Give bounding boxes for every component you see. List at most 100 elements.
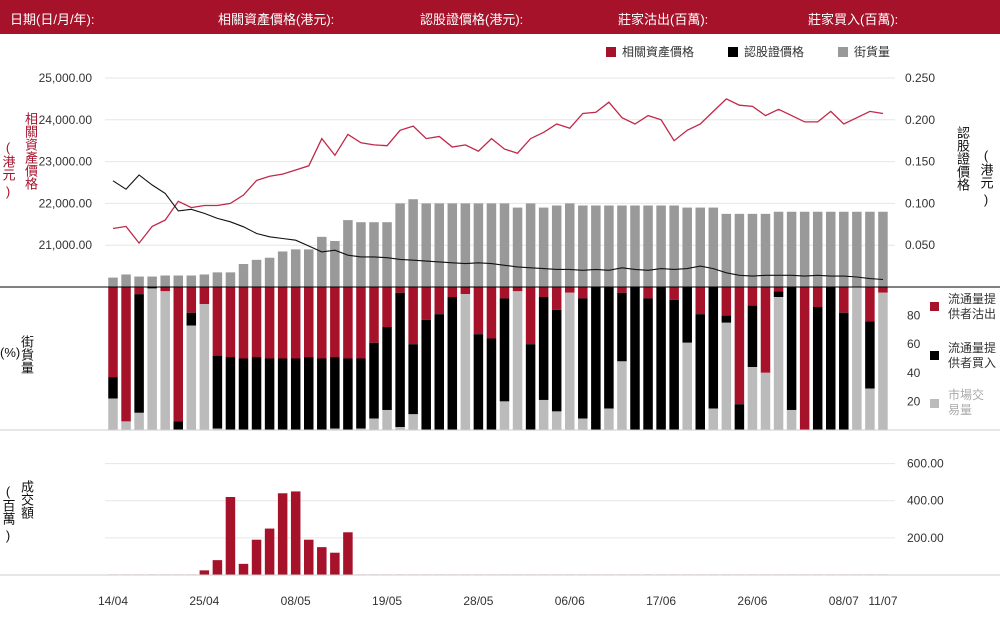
outstanding-bar: [343, 220, 353, 287]
market-volume-bar: [134, 412, 144, 430]
lp-buy-label: 莊家買入(百萬):: [808, 12, 899, 27]
x-tick-label: 17/06: [646, 594, 676, 608]
outstanding-bar: [356, 222, 366, 287]
outstanding-bar: [839, 211, 849, 287]
market-volume-bar: [147, 288, 157, 430]
legend-outstanding[interactable]: 街貨量: [838, 43, 890, 60]
left-top-unit: (港元): [0, 140, 16, 199]
outstanding-bar: [551, 205, 562, 287]
warrant-tick-label: 0.100: [905, 196, 935, 210]
warrant-price-label: 認股證價格(港元):: [420, 12, 524, 27]
outstanding-bar: [134, 276, 144, 287]
outstanding-bar: [304, 249, 314, 287]
lp-sell-bar: [669, 287, 679, 300]
right-top-unit: (港元): [978, 148, 994, 207]
outstanding-bar: [826, 211, 836, 287]
outstanding-bar: [747, 213, 758, 287]
legend-asset[interactable]: 相關資產價格: [606, 43, 694, 60]
lp-sell-bar: [643, 287, 653, 299]
lp-sell-bar: [199, 287, 210, 305]
asset-tick-label: 24,000.00: [39, 113, 93, 127]
warrant-tick-label: 0.250: [905, 71, 935, 85]
outstanding-bar: [330, 241, 340, 287]
outstanding-bar: [669, 205, 679, 287]
outstanding-bar: [238, 264, 249, 287]
right-top-axis-title: 認股證價格: [955, 126, 970, 191]
outstanding-bar: [565, 203, 575, 287]
volume-tick-label: 80: [907, 309, 921, 323]
lp-buy-bar: [147, 287, 157, 289]
lp-sell-bar: [747, 287, 758, 306]
lp-sell-bar: [238, 287, 249, 359]
price-panel: [108, 98, 888, 287]
market-volume-bar: [747, 367, 758, 430]
lp-buy-bar: [486, 338, 497, 430]
market-volume-bar: [356, 428, 366, 430]
lp-sell-bar: [434, 287, 444, 315]
warrant-tick-label: 0.200: [905, 113, 935, 127]
lp-sell-bar: [473, 287, 484, 335]
outstanding-bar: [147, 276, 157, 287]
lp-buy-bar: [277, 358, 288, 430]
market-volume-bar: [212, 428, 223, 430]
axes: 21,000.00 22,000.00 23,000.00 24,000.00 25,0…: [0, 71, 1000, 608]
outstanding-bar: [525, 203, 536, 287]
lp-sell-bar: [499, 287, 510, 299]
lp-buy-bar: [499, 298, 510, 402]
turnover-bar: [317, 547, 327, 575]
asset-tick-label: 22,000.00: [39, 196, 93, 210]
lp-buy-bar: [786, 287, 797, 410]
outstanding-bar: [369, 222, 379, 287]
lp-sell-bar: [799, 287, 810, 430]
volume-tick-label: 20: [907, 394, 921, 408]
market-volume-bar: [852, 287, 862, 430]
legend-warrant-swatch: [728, 47, 738, 57]
lp-sell-bar: [264, 287, 275, 359]
lp-buy-bar: [290, 358, 301, 430]
lp-sell-bar: [160, 287, 170, 292]
turnover-bar: [212, 560, 223, 575]
lp-buy-bar: [551, 309, 562, 412]
lp-buy-bar: [721, 315, 732, 323]
bottom-left-axis-title: 成交額: [19, 480, 34, 519]
market-volume-bar: [578, 418, 588, 430]
header-bar: 日期(日/月/年): 相關資產價格(港元): 認股證價格(港元): 莊家沽出(百…: [0, 0, 1000, 34]
lp-sell-bar: [225, 287, 236, 358]
lp-buy-bar: [238, 358, 249, 430]
market-volume-bar: [186, 325, 197, 430]
outstanding-bar: [486, 203, 497, 287]
outstanding-bar: [499, 203, 510, 287]
legend-asset-swatch: [606, 47, 616, 57]
lp-sell-bar: [447, 287, 458, 298]
market-volume-bar: [865, 388, 875, 430]
x-tick-label: 06/06: [555, 594, 585, 608]
lp-buy-bar: [264, 358, 275, 430]
lp-sell-bar: [395, 287, 405, 293]
turnover-tick-label: 200.00: [907, 531, 944, 545]
mid-legend-lp-sell-text: 流通量提供者沽出: [948, 292, 997, 321]
lp-sell-bar: [290, 287, 301, 359]
market-volume-bar: [786, 409, 797, 430]
outstanding-bar: [173, 275, 183, 287]
outstanding-bar: [108, 277, 118, 287]
left-top-unit-text: 港元: [0, 155, 16, 181]
lp-buy-bar: [382, 327, 392, 410]
lp-sell-bar: [121, 287, 131, 422]
turnover-bar: [290, 491, 301, 575]
outstanding-bar: [591, 205, 601, 287]
lp-sell-bar: [277, 287, 288, 359]
outstanding-bar: [382, 222, 392, 287]
lp-buy-bar: [695, 314, 705, 430]
legend-asset-text: 相關資產價格: [622, 45, 695, 59]
market-volume-bar: [395, 427, 405, 430]
lp-sell-bar: [812, 287, 823, 308]
market-volume-bar: [565, 292, 575, 430]
lp-sell-bar: [408, 287, 418, 345]
volume-tick-label: 40: [907, 366, 921, 380]
lp-buy-bar: [251, 357, 262, 430]
outstanding-bar: [734, 213, 745, 287]
lp-buy-bar: [356, 358, 366, 429]
legend-warrant[interactable]: 認股證價格: [728, 43, 804, 60]
turnover-tick-label: 600.00: [907, 457, 944, 471]
outstanding-bar: [760, 213, 771, 287]
